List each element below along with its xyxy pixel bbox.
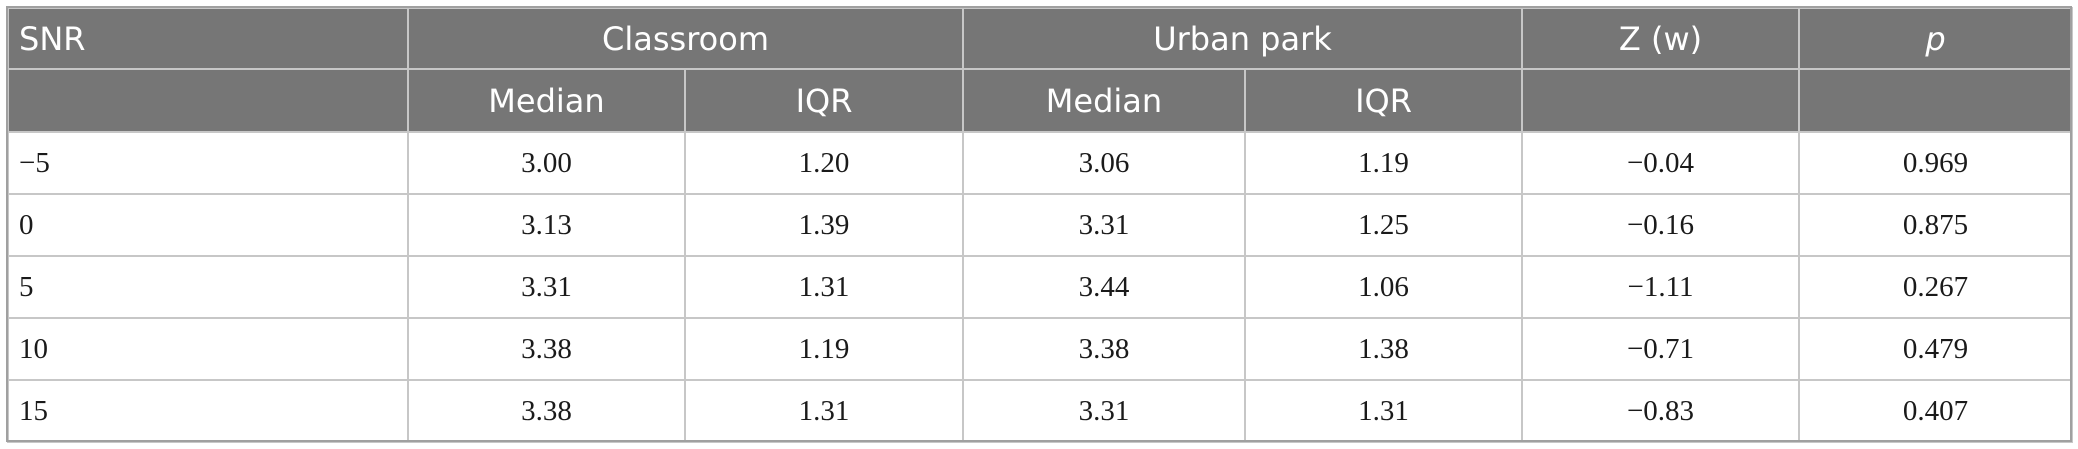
cell-classroom-median: 3.38	[407, 379, 686, 443]
cell-urban-park-median: 3.31	[962, 193, 1246, 257]
cell-snr: −5	[7, 131, 409, 195]
cell-classroom-iqr: 1.20	[684, 131, 964, 195]
cell-p: 0.267	[1798, 255, 2073, 319]
cell-snr: 15	[7, 379, 409, 443]
table-row: 10 3.38 1.19 3.38 1.38 −0.71 0.479	[7, 317, 2073, 381]
header-sub-empty-z	[1521, 68, 1800, 133]
cell-z: −0.16	[1521, 193, 1800, 257]
cell-z: −0.04	[1521, 131, 1800, 195]
header-row-top: SNR Classroom Urban park Z (w) p	[7, 7, 2073, 70]
table-row: −5 3.00 1.20 3.06 1.19 −0.04 0.969	[7, 131, 2073, 195]
header-p-value: p	[1798, 7, 2073, 70]
header-sub-empty-p	[1798, 68, 2073, 133]
cell-classroom-iqr: 1.31	[684, 255, 964, 319]
header-row-sub: Median IQR Median IQR	[7, 68, 2073, 133]
statistics-table: SNR Classroom Urban park Z (w) p Median …	[7, 7, 2073, 443]
cell-classroom-iqr: 1.39	[684, 193, 964, 257]
cell-urban-park-iqr: 1.31	[1244, 379, 1523, 443]
cell-z: −0.83	[1521, 379, 1800, 443]
cell-z: −0.71	[1521, 317, 1800, 381]
header-urban-park-median: Median	[962, 68, 1246, 133]
cell-snr: 0	[7, 193, 409, 257]
cell-classroom-iqr: 1.31	[684, 379, 964, 443]
cell-classroom-median: 3.31	[407, 255, 686, 319]
cell-urban-park-iqr: 1.38	[1244, 317, 1523, 381]
cell-classroom-iqr: 1.19	[684, 317, 964, 381]
header-sub-empty	[7, 68, 409, 133]
header-z-statistic: Z (w)	[1521, 7, 1800, 70]
cell-urban-park-iqr: 1.06	[1244, 255, 1523, 319]
cell-urban-park-median: 3.31	[962, 379, 1246, 443]
header-urban-park-iqr: IQR	[1244, 68, 1523, 133]
header-classroom-iqr: IQR	[684, 68, 964, 133]
header-urban-park: Urban park	[962, 7, 1523, 70]
cell-urban-park-median: 3.06	[962, 131, 1246, 195]
cell-classroom-median: 3.00	[407, 131, 686, 195]
cell-classroom-median: 3.38	[407, 317, 686, 381]
header-classroom: Classroom	[407, 7, 964, 70]
cell-p: 0.407	[1798, 379, 2073, 443]
cell-urban-park-median: 3.38	[962, 317, 1246, 381]
cell-p: 0.875	[1798, 193, 2073, 257]
cell-z: −1.11	[1521, 255, 1800, 319]
header-snr: SNR	[7, 7, 409, 70]
table-row: 0 3.13 1.39 3.31 1.25 −0.16 0.875	[7, 193, 2073, 257]
cell-urban-park-iqr: 1.19	[1244, 131, 1523, 195]
cell-urban-park-iqr: 1.25	[1244, 193, 1523, 257]
header-p-label: p	[1925, 19, 1946, 58]
cell-snr: 5	[7, 255, 409, 319]
cell-snr: 10	[7, 317, 409, 381]
table-row: 15 3.38 1.31 3.31 1.31 −0.83 0.407	[7, 379, 2073, 443]
cell-p: 0.479	[1798, 317, 2073, 381]
cell-classroom-median: 3.13	[407, 193, 686, 257]
table-row: 5 3.31 1.31 3.44 1.06 −1.11 0.267	[7, 255, 2073, 319]
cell-urban-park-median: 3.44	[962, 255, 1246, 319]
header-classroom-median: Median	[407, 68, 686, 133]
cell-p: 0.969	[1798, 131, 2073, 195]
